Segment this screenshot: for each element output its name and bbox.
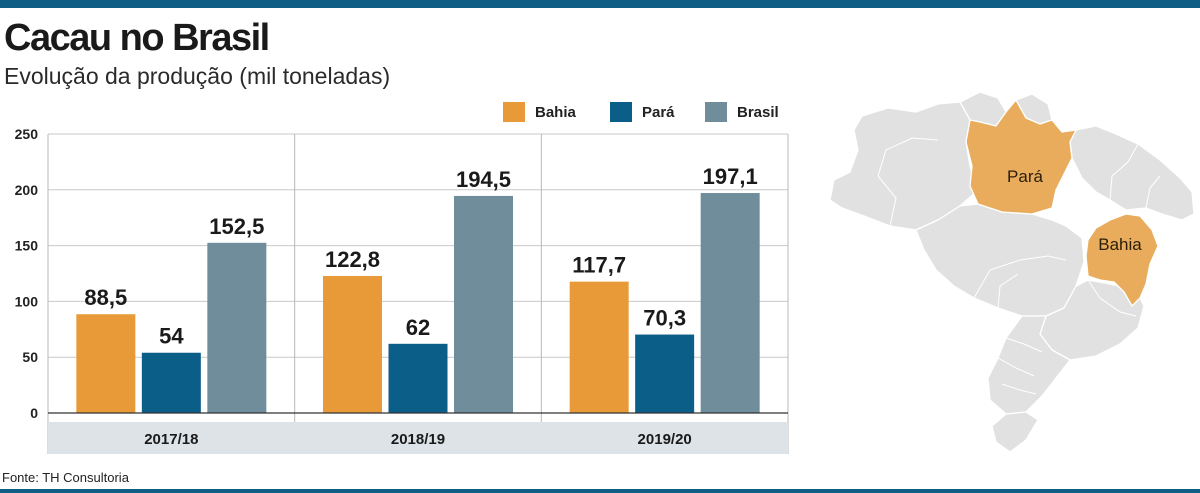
y-tick-label: 0 bbox=[30, 405, 38, 421]
legend-label-para: Pará bbox=[642, 103, 675, 121]
legend-swatch-brasil bbox=[705, 102, 727, 122]
map-region-south bbox=[987, 315, 1071, 415]
legend-label-brasil: Brasil bbox=[737, 103, 779, 121]
bottom-rule bbox=[0, 489, 1200, 493]
bar bbox=[700, 193, 760, 413]
legend-swatch-para bbox=[610, 102, 632, 122]
bar bbox=[388, 343, 448, 413]
legend-item-brasil: Brasil bbox=[705, 101, 779, 123]
y-tick-label: 100 bbox=[15, 293, 39, 309]
y-tick-label: 250 bbox=[15, 126, 39, 142]
legend-item-bahia: Bahia bbox=[503, 101, 576, 123]
bar bbox=[141, 352, 201, 413]
brazil-map-borders bbox=[877, 137, 1161, 395]
map-state-para bbox=[965, 99, 1077, 215]
x-category-label: 2017/18 bbox=[144, 431, 198, 448]
data-label: 54 bbox=[159, 324, 184, 349]
map-label-para: Pará bbox=[1007, 167, 1043, 186]
chart-title: Cacau no Brasil bbox=[4, 17, 270, 59]
bar bbox=[76, 314, 136, 413]
source-note: Fonte: TH Consultoria bbox=[2, 470, 129, 485]
legend-label-bahia: Bahia bbox=[535, 103, 576, 121]
chart-subtitle: Evolução da produção (mil toneladas) bbox=[4, 63, 391, 89]
map-region-center bbox=[915, 203, 1085, 317]
data-label: 70,3 bbox=[643, 306, 686, 331]
brazil-map: Pará Bahia bbox=[829, 91, 1195, 453]
y-tick-label: 150 bbox=[15, 238, 39, 254]
top-rule bbox=[0, 0, 1200, 8]
brazil-map-base bbox=[829, 91, 1195, 453]
data-label: 194,5 bbox=[456, 167, 511, 192]
y-tick-label: 50 bbox=[22, 349, 38, 365]
data-label: 88,5 bbox=[84, 285, 127, 310]
map-state-bahia bbox=[1085, 213, 1159, 307]
bar bbox=[454, 195, 513, 413]
data-label: 62 bbox=[406, 315, 430, 340]
legend-item-para: Pará bbox=[610, 101, 675, 123]
bar-chart: 0 50 100 150 200 250 88,5 54 152,5 2017/18 122,8 62… bbox=[15, 126, 789, 454]
bar bbox=[207, 242, 267, 413]
x-category-label: 2019/20 bbox=[638, 431, 692, 448]
bar bbox=[569, 281, 629, 413]
y-tick-label: 200 bbox=[15, 182, 39, 198]
data-label: 117,7 bbox=[572, 253, 626, 278]
data-label: 197,1 bbox=[703, 164, 758, 189]
data-label: 122,8 bbox=[325, 247, 380, 272]
bar bbox=[635, 334, 695, 413]
x-category-label: 2018/19 bbox=[391, 431, 445, 448]
bar bbox=[323, 275, 382, 413]
legend-swatch-bahia bbox=[503, 102, 525, 122]
map-region-northeast bbox=[1069, 125, 1195, 221]
map-label-bahia: Bahia bbox=[1098, 235, 1142, 254]
category-band bbox=[48, 422, 788, 454]
data-label: 152,5 bbox=[209, 214, 264, 239]
map-region-far-south bbox=[991, 411, 1039, 453]
highlighted-states bbox=[965, 99, 1159, 307]
